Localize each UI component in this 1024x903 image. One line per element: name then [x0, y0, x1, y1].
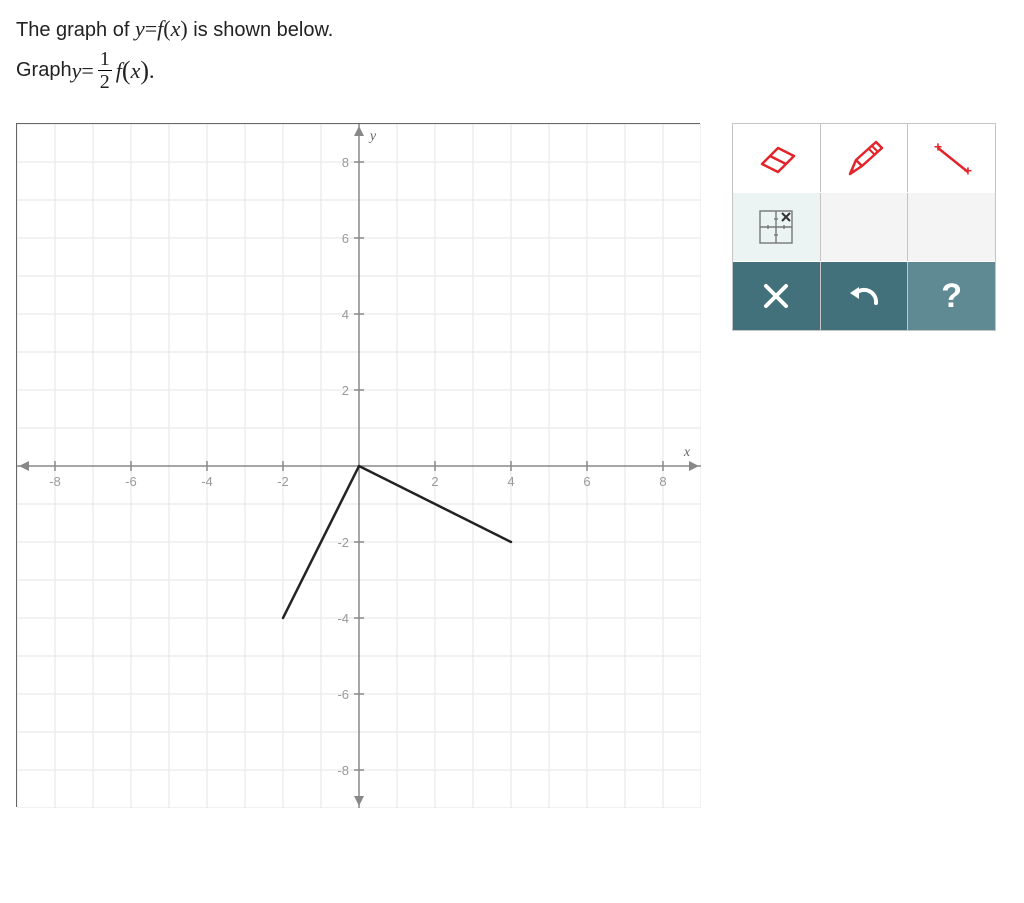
chart-svg[interactable]: -8 -6 -4 -2 2 4 6 8 -8 -6 -4 -2 2 4 6 8 x y	[17, 124, 701, 808]
tool-row-actions: ?	[733, 262, 995, 330]
help-icon: ?	[941, 277, 962, 316]
eraser-icon	[750, 138, 802, 178]
prompt-text: is shown below.	[188, 19, 334, 41]
svg-text:2: 2	[342, 383, 349, 398]
svg-text:-6: -6	[337, 687, 349, 702]
svg-text:8: 8	[342, 155, 349, 170]
svg-text:-8: -8	[337, 763, 349, 778]
svg-text:2: 2	[431, 474, 438, 489]
toolbox: + +	[732, 123, 996, 331]
svg-text:x: x	[683, 445, 691, 460]
svg-text:-4: -4	[201, 474, 213, 489]
math-frac-num: 1	[98, 48, 112, 71]
pencil-button[interactable]	[821, 124, 908, 192]
prompt-text: Graph	[16, 59, 72, 82]
svg-text:6: 6	[583, 474, 590, 489]
math-period: .	[149, 58, 155, 84]
zoom-reset-icon	[754, 205, 798, 249]
svg-text:-4: -4	[337, 611, 349, 626]
tool-row-view	[733, 193, 995, 261]
svg-text:+: +	[934, 139, 942, 155]
svg-text:-6: -6	[125, 474, 137, 489]
eraser-button[interactable]	[733, 124, 820, 192]
math-lparen: (	[163, 16, 170, 41]
math-eq: =	[81, 58, 93, 84]
segment-icon: + +	[926, 136, 978, 180]
math-x: x	[171, 16, 181, 41]
undo-button[interactable]	[821, 262, 908, 330]
undo-icon	[846, 283, 882, 309]
math-fraction: 1 2	[98, 48, 112, 93]
help-button[interactable]: ?	[908, 262, 995, 330]
math-frac-den: 2	[98, 71, 112, 93]
svg-text:-8: -8	[49, 474, 61, 489]
svg-text:4: 4	[342, 307, 349, 322]
svg-text:-2: -2	[337, 535, 349, 550]
close-icon	[761, 281, 791, 311]
svg-text:-2: -2	[277, 474, 289, 489]
prompt-text: The graph of	[16, 19, 135, 41]
close-button[interactable]	[733, 262, 820, 330]
math-rparen: )	[140, 56, 149, 86]
tool-row-draw: + +	[733, 124, 995, 192]
svg-text:y: y	[368, 129, 377, 144]
coordinate-plane[interactable]: -8 -6 -4 -2 2 4 6 8 -8 -6 -4 -2 2 4 6 8 x y	[16, 123, 700, 807]
math-eq: =	[145, 16, 157, 41]
math-lparen: (	[122, 56, 131, 86]
prompt-line-2: Graph y = 1 2 f ( x ) .	[16, 48, 1008, 93]
svg-text:6: 6	[342, 231, 349, 246]
tool-blank-1	[821, 193, 908, 261]
math-y: y	[72, 58, 82, 84]
svg-text:8: 8	[659, 474, 666, 489]
svg-text:4: 4	[507, 474, 514, 489]
math-x: x	[131, 58, 141, 84]
tool-blank-2	[908, 193, 995, 261]
zoom-reset-button[interactable]	[733, 193, 820, 261]
math-rparen: )	[180, 16, 187, 41]
segment-button[interactable]: + +	[908, 124, 995, 192]
math-y: y	[135, 16, 145, 41]
pencil-icon	[838, 136, 890, 180]
prompt-line-1: The graph of y=f(x) is shown below.	[16, 16, 1008, 42]
svg-text:+: +	[964, 163, 972, 179]
